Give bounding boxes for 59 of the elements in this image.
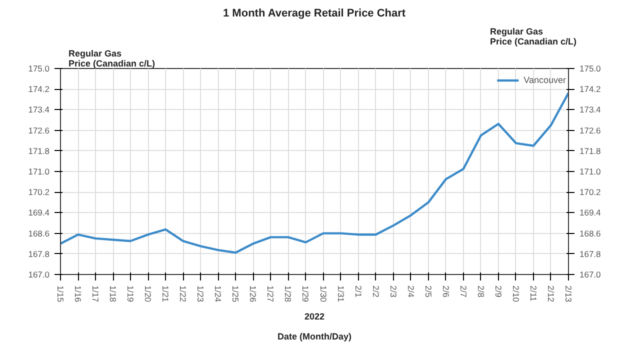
y-tick-label: 167.0	[28, 270, 50, 280]
x-tick-label: 1/31	[336, 286, 346, 302]
y2-tick-label: 170.2	[580, 187, 602, 198]
y2-tick-label: 169.4	[580, 208, 602, 218]
legend-label: Vancouver	[524, 75, 566, 85]
y2-tick-label: 175.0	[580, 64, 602, 74]
x-tick-label: 2/6	[440, 286, 451, 298]
x-axis-title: Date (Month/Day)	[278, 332, 352, 342]
x-tick-label: 2/10	[510, 286, 521, 302]
y2-axis-title: Regular Gas Price (Canadian c/L)	[490, 26, 577, 46]
x-tick-label: 2/3	[388, 286, 398, 298]
x-tick-label: 2/11	[528, 286, 538, 302]
x-tick-label: 1/24	[213, 286, 224, 302]
chart-title: 1 Month Average Retail Price Chart	[223, 8, 406, 20]
x-tick-label: 2/2	[370, 286, 381, 298]
x-tick-label: 2/13	[564, 286, 574, 302]
x-tick-label: 2/12	[546, 286, 556, 302]
text: 2022	[304, 312, 325, 322]
y2-tick-label: 173.4	[580, 104, 602, 115]
y-tick-label: 171.8	[28, 146, 50, 156]
x-tick-label: 1/16	[73, 286, 84, 302]
y-tick-label: 173.4	[28, 104, 50, 115]
x-tick-label: 2/9	[493, 286, 504, 298]
y-axis-title: Regular Gas Price (Canadian c/L)	[68, 48, 156, 68]
y2-tick-label: 174.2	[580, 84, 602, 94]
y2-tick-label: 168.6	[580, 228, 602, 238]
x-tick-label: 1/20	[143, 286, 154, 302]
x-tick-label: 1/17	[90, 286, 101, 302]
x-tick-label: 1/19	[126, 286, 136, 302]
y2-tick-label: 171.8	[580, 146, 602, 156]
x-tick-label: 1/18	[108, 286, 118, 302]
x-tick-label: 1/30	[318, 286, 328, 302]
y2-tick-label: 167.8	[580, 248, 602, 259]
x-tick-label: 2/5	[423, 286, 434, 298]
x-tick-label: 1/29	[300, 286, 311, 302]
x-tick-label: 1/25	[230, 286, 241, 302]
y2-tick-label: 171.0	[580, 166, 602, 176]
x-tick-label: 2/7	[458, 286, 468, 298]
y-tick-label: 170.2	[28, 187, 50, 198]
y-tick-label: 171.0	[28, 166, 50, 176]
y-tick-label: 175.0	[28, 64, 50, 74]
y2-tick-label: 172.6	[580, 125, 602, 136]
x-tick-label: 1/26	[248, 286, 258, 302]
x-tick-label: 2/8	[476, 286, 486, 298]
y-tick-label: 174.2	[28, 84, 50, 94]
x-tick-label: 1/27	[266, 286, 276, 302]
x-tick-label: 1/23	[196, 286, 206, 302]
line-series	[60, 92, 568, 254]
x-tick-label: 1/21	[160, 286, 171, 302]
y-tick-label: 169.4	[28, 208, 50, 218]
x-tick-label: 2/4	[406, 286, 416, 298]
y-tick-label: 172.6	[28, 125, 50, 136]
y-tick-label: 168.6	[28, 228, 50, 238]
y-tick-label: 167.8	[28, 248, 50, 259]
y2-tick-label: 167.0	[580, 270, 602, 280]
x-tick-label: 2/1	[353, 286, 364, 298]
x-tick-label: 1/28	[283, 286, 294, 302]
x-tick-label: 1/22	[178, 286, 188, 302]
x-tick-label: 1/15	[56, 286, 66, 302]
